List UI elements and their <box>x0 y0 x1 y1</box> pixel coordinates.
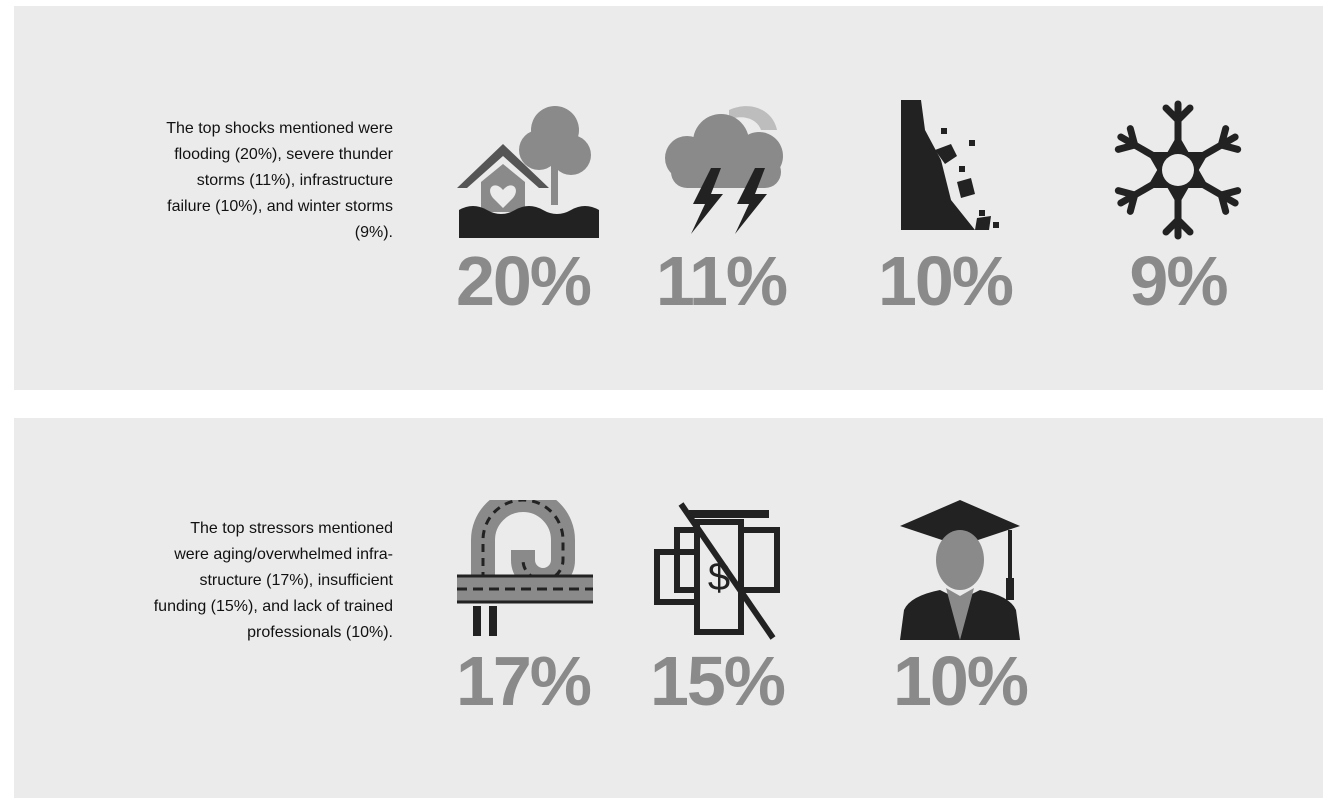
flood-icon <box>457 106 599 238</box>
money-icon: $ <box>654 502 780 640</box>
shock-item: 10% <box>855 100 1035 316</box>
storm-icon <box>665 106 783 234</box>
percent-label: 20% <box>455 242 592 320</box>
shock-item: 9% <box>1088 100 1268 316</box>
shocks-text: The top shocks mentioned were flooding (… <box>33 116 393 246</box>
text-line: The top shocks mentioned were <box>166 120 393 137</box>
percent-label: 10% <box>877 242 1014 320</box>
percent-label: 15% <box>649 642 786 720</box>
percent-label: 10% <box>892 642 1029 720</box>
shock-item: 11% <box>631 100 811 316</box>
stressor-item: $ 15% <box>627 500 807 716</box>
shock-item: 20% <box>433 100 613 316</box>
percent-label: 11% <box>655 242 788 320</box>
stressor-item: 10% <box>870 500 1050 716</box>
landslide-icon <box>901 100 999 230</box>
text-line: storms (11%), infrastructure <box>196 172 393 189</box>
shocks-panel <box>14 6 1323 390</box>
stressor-item: 17% <box>433 500 613 716</box>
text-line: were aging/overwhelmed infra- <box>174 546 393 563</box>
text-line: failure (10%), and winter storms <box>167 198 393 215</box>
text-line: flooding (20%), severe thunder <box>174 146 393 163</box>
text-line: professionals (10%). <box>247 624 393 641</box>
text-line: structure (17%), insufficient <box>199 572 393 589</box>
text-line: The top stressors mentioned <box>190 520 393 537</box>
graduate-icon <box>900 500 1020 640</box>
percent-label: 9% <box>1129 242 1228 320</box>
percent-label: 17% <box>455 642 592 720</box>
road-icon <box>457 500 593 636</box>
stressors-panel <box>14 418 1323 798</box>
text-line: (9%). <box>354 224 393 241</box>
snowflake-icon <box>1098 100 1258 240</box>
stressors-text: The top stressors mentioned were aging/o… <box>33 516 393 646</box>
text-line: funding (15%), and lack of trained <box>153 598 393 615</box>
